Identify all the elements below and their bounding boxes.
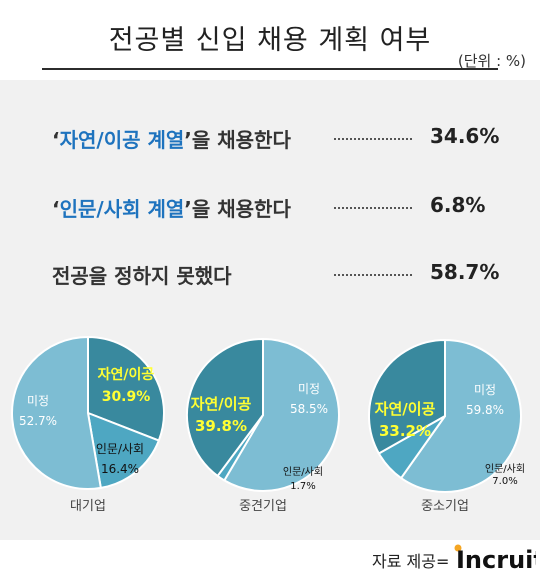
slice-value-label: 59.8% bbox=[466, 403, 504, 417]
slice-label: 자연/이공 bbox=[191, 395, 252, 413]
pie-slice bbox=[11, 335, 102, 490]
slice-label: 자연/이공 bbox=[98, 366, 155, 383]
leader-dots bbox=[334, 207, 412, 209]
source-label: 자료 제공= bbox=[372, 552, 450, 571]
slice-label: 자연/이공 bbox=[375, 400, 436, 418]
slice-value-label: 7.0% bbox=[492, 476, 517, 487]
slice-label: 인문/사회 bbox=[485, 463, 525, 475]
slice-value-label: 39.8% bbox=[195, 417, 247, 435]
leader-dots bbox=[334, 138, 412, 140]
summary-value: 6.8% bbox=[430, 193, 486, 217]
summary-highlight: 자연/이공 계열 bbox=[59, 128, 185, 152]
summary-label: ‘자연/이공 계열’을 채용한다 bbox=[52, 124, 291, 153]
pie-slice bbox=[186, 337, 264, 478]
unit-label: (단위 : %) bbox=[457, 52, 526, 70]
incruit-logo: Incruit bbox=[454, 544, 536, 574]
pie-chart-name: 중소기업 bbox=[421, 499, 469, 514]
slice-label: 미정 bbox=[298, 382, 320, 396]
slice-label: 인문/사회 bbox=[96, 442, 144, 456]
summary-suffix: ’을 채용한다 bbox=[184, 128, 291, 152]
summary-suffix: ’을 채용한다 bbox=[184, 197, 291, 221]
title-divider bbox=[42, 68, 498, 70]
logo-text: Incruit bbox=[456, 546, 536, 574]
pie-slice bbox=[222, 337, 340, 492]
summary-value: 34.6% bbox=[430, 124, 500, 148]
pie-slice bbox=[368, 338, 446, 455]
summary-quote-open: ‘ bbox=[52, 128, 60, 152]
pie-chart-name: 중견기업 bbox=[239, 499, 287, 514]
slice-value-label: 58.5% bbox=[290, 402, 328, 416]
summary-highlight: 인문/사회 계열 bbox=[59, 197, 185, 221]
slice-value-label: 16.4% bbox=[101, 462, 139, 476]
summary-row-undecided: 전공을 정하지 못했다 58.7% bbox=[0, 256, 540, 290]
slice-value-label: 1.7% bbox=[290, 481, 315, 492]
summary-label: ‘인문/사회 계열’을 채용한다 bbox=[52, 193, 291, 222]
pie-slice bbox=[399, 338, 522, 493]
header: 전공별 신입 채용 계획 여부 (단위 : %) bbox=[0, 0, 540, 80]
logo-dot-icon bbox=[454, 544, 462, 552]
pie-chart-1: 자연/이공 30.9% 인문/사회 16.4% 미정 52.7% 대기업 bbox=[11, 335, 166, 514]
pie-slice bbox=[86, 411, 161, 490]
page-title: 전공별 신입 채용 계획 여부 bbox=[108, 25, 432, 56]
slice-label: 미정 bbox=[474, 383, 496, 397]
summary-value: 58.7% bbox=[430, 260, 500, 284]
pie-chart-3: 미정 59.8% 인문/사회7.0% 자연/이공 33.2% 중소기업 bbox=[368, 338, 525, 514]
summary-row-humanities: ‘인문/사회 계열’을 채용한다 6.8% bbox=[0, 189, 540, 223]
slice-value-label: 33.2% bbox=[379, 422, 431, 440]
pie-chart-2: 미정 58.5% 인문/사회 1.7% 자연/이공 39.8% 중견기업 bbox=[186, 337, 340, 514]
summary-row-science: ‘자연/이공 계열’을 채용한다 34.6% bbox=[0, 120, 540, 154]
summary-suffix: 전공을 정하지 못했다 bbox=[52, 264, 232, 288]
summary-label: 전공을 정하지 못했다 bbox=[52, 260, 232, 289]
slice-value-label: 52.7% bbox=[19, 414, 57, 428]
slice-label: 인문/사회 bbox=[283, 466, 323, 478]
leader-dots bbox=[334, 274, 412, 276]
summary-quote-open: ‘ bbox=[52, 197, 60, 221]
slice-value-label: 30.9% bbox=[102, 389, 151, 405]
pie-chart-name: 대기업 bbox=[70, 499, 106, 514]
slice-label: 미정 bbox=[27, 394, 49, 408]
pie-slice bbox=[87, 335, 166, 442]
